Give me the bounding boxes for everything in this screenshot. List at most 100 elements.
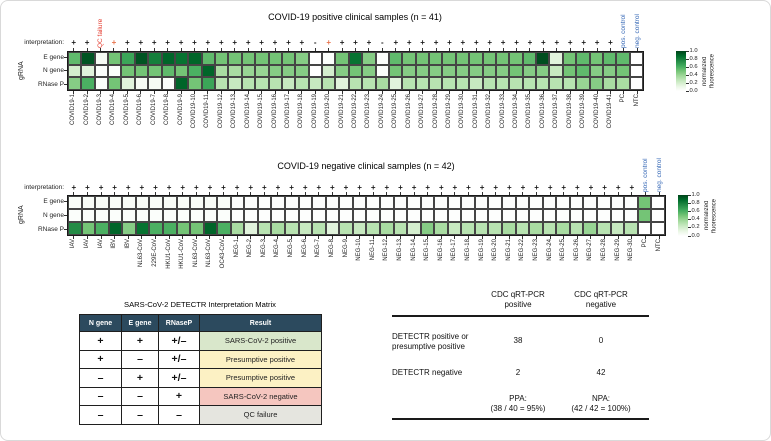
axis-tick bbox=[576, 236, 578, 239]
axis-tick bbox=[301, 91, 303, 94]
column-label: NEG-2 bbox=[247, 239, 254, 258]
matrix-cell-result: SARS-CoV-2 negative bbox=[199, 386, 322, 406]
heatmap-cell bbox=[271, 196, 286, 209]
heatmap-cell bbox=[509, 64, 523, 78]
heatmap-cell bbox=[94, 64, 109, 78]
heatmap-cell bbox=[375, 77, 389, 90]
interpretation-symbol: + bbox=[567, 38, 573, 47]
column-label: COVID19-31 bbox=[472, 94, 479, 129]
heatmap-cell bbox=[393, 196, 408, 209]
heatmap-cell bbox=[348, 52, 363, 65]
heatmap-cell bbox=[312, 196, 326, 209]
heatmap-cell bbox=[95, 208, 109, 222]
column-label: NEG-13 bbox=[396, 239, 403, 261]
heatmap-cell bbox=[366, 221, 380, 235]
axis-tick bbox=[590, 192, 592, 195]
column-label: NL63-CoV bbox=[206, 239, 213, 268]
heatmap-cell bbox=[188, 64, 202, 78]
column-label: COVID19-33 bbox=[499, 94, 506, 129]
column-label: COVID19-2 bbox=[83, 94, 90, 126]
interpretation-symbol: + bbox=[178, 38, 184, 47]
axis-tick bbox=[359, 192, 361, 195]
colorbar-tick-label: 0.6 bbox=[691, 207, 700, 214]
column-label: NEG-27 bbox=[587, 239, 594, 261]
axis-tick bbox=[569, 48, 571, 51]
axis-tick bbox=[209, 236, 211, 239]
column-label: NEG-14 bbox=[410, 239, 417, 261]
heatmap-cell bbox=[562, 77, 577, 90]
column-label: IBV bbox=[124, 239, 131, 249]
heatmap-cell bbox=[616, 64, 630, 78]
heatmap-cell bbox=[230, 208, 245, 222]
heatmap-cell bbox=[108, 52, 122, 65]
heatmap-cell bbox=[271, 221, 286, 235]
heatmap-cell bbox=[148, 52, 162, 65]
colorbar-tick bbox=[688, 227, 691, 229]
axis-tick bbox=[448, 48, 450, 51]
axis-tick bbox=[399, 192, 401, 195]
interpretation-symbol: + bbox=[500, 38, 506, 47]
heatmap-cell bbox=[268, 77, 282, 90]
axis-tick bbox=[502, 48, 504, 51]
heatmap-cell bbox=[529, 208, 543, 222]
heatmap-cell bbox=[482, 77, 496, 90]
column-label: COVID19-39 bbox=[580, 94, 587, 129]
grna-axis-label: gRNA bbox=[17, 205, 25, 225]
heatmap-cell bbox=[629, 64, 644, 78]
axis-tick bbox=[86, 91, 88, 94]
heatmap-cell bbox=[295, 77, 309, 90]
matrix-header-result: Result bbox=[199, 314, 322, 332]
heatmap-cell bbox=[174, 64, 189, 78]
heatmap-cell bbox=[455, 77, 470, 90]
heatmap-cell bbox=[482, 52, 496, 65]
axis-tick bbox=[604, 236, 606, 239]
axis-tick bbox=[168, 192, 170, 195]
heatmap-cell bbox=[176, 208, 191, 222]
axis-tick bbox=[386, 192, 388, 195]
heatmap-cell bbox=[542, 221, 557, 235]
axis-tick bbox=[427, 236, 429, 239]
interpretation-matrix-table: N gene E gene RNaseP Result + + +/– SARS… bbox=[79, 314, 322, 425]
axis-tick bbox=[467, 236, 469, 239]
heatmap-cell bbox=[597, 196, 611, 209]
axis-tick bbox=[372, 192, 374, 195]
axis-tick bbox=[263, 192, 265, 195]
heatmap-cell bbox=[257, 196, 272, 209]
heatmap-cell bbox=[149, 196, 163, 209]
heatmap-cell bbox=[134, 52, 149, 65]
heatmap-cell bbox=[295, 64, 309, 78]
heatmap-cell bbox=[190, 208, 204, 222]
axis-tick bbox=[542, 48, 544, 51]
interpretation-symbol: + bbox=[339, 38, 345, 47]
axis-tick bbox=[386, 236, 388, 239]
heatmap-grid bbox=[67, 51, 645, 91]
axis-tick bbox=[502, 91, 504, 94]
axis-tick bbox=[454, 192, 456, 195]
heatmap-cell bbox=[420, 221, 435, 235]
heatmap-cell bbox=[190, 221, 204, 235]
interpretation-symbol: + bbox=[615, 183, 621, 192]
axis-tick bbox=[195, 236, 197, 239]
heatmap-cell bbox=[522, 77, 537, 90]
axis-tick bbox=[291, 192, 293, 195]
column-label: NEG-26 bbox=[573, 239, 580, 261]
column-label: COVID19-20 bbox=[325, 94, 332, 129]
axis-tick bbox=[64, 83, 67, 85]
heatmap-cell bbox=[108, 221, 123, 235]
heatmap-cell bbox=[257, 208, 272, 222]
interpretation-symbol: + bbox=[447, 38, 452, 47]
column-label: COVID19-1 bbox=[70, 94, 77, 126]
interpretation-symbol: + bbox=[151, 38, 157, 47]
interpretation-symbol: + bbox=[112, 183, 117, 192]
heatmap-title: COVID-19 negative clinical samples (n = … bbox=[277, 161, 455, 171]
heatmap-cell bbox=[95, 196, 109, 209]
axis-tick bbox=[617, 236, 619, 239]
heatmap-cell bbox=[469, 64, 483, 78]
column-label: COVID19-27 bbox=[419, 94, 426, 129]
axis-tick bbox=[355, 91, 357, 94]
heatmap-cell bbox=[121, 52, 135, 65]
heatmap-cell bbox=[624, 221, 638, 235]
heatmap-cell bbox=[257, 221, 272, 235]
interpretation-symbol: + bbox=[433, 38, 439, 47]
